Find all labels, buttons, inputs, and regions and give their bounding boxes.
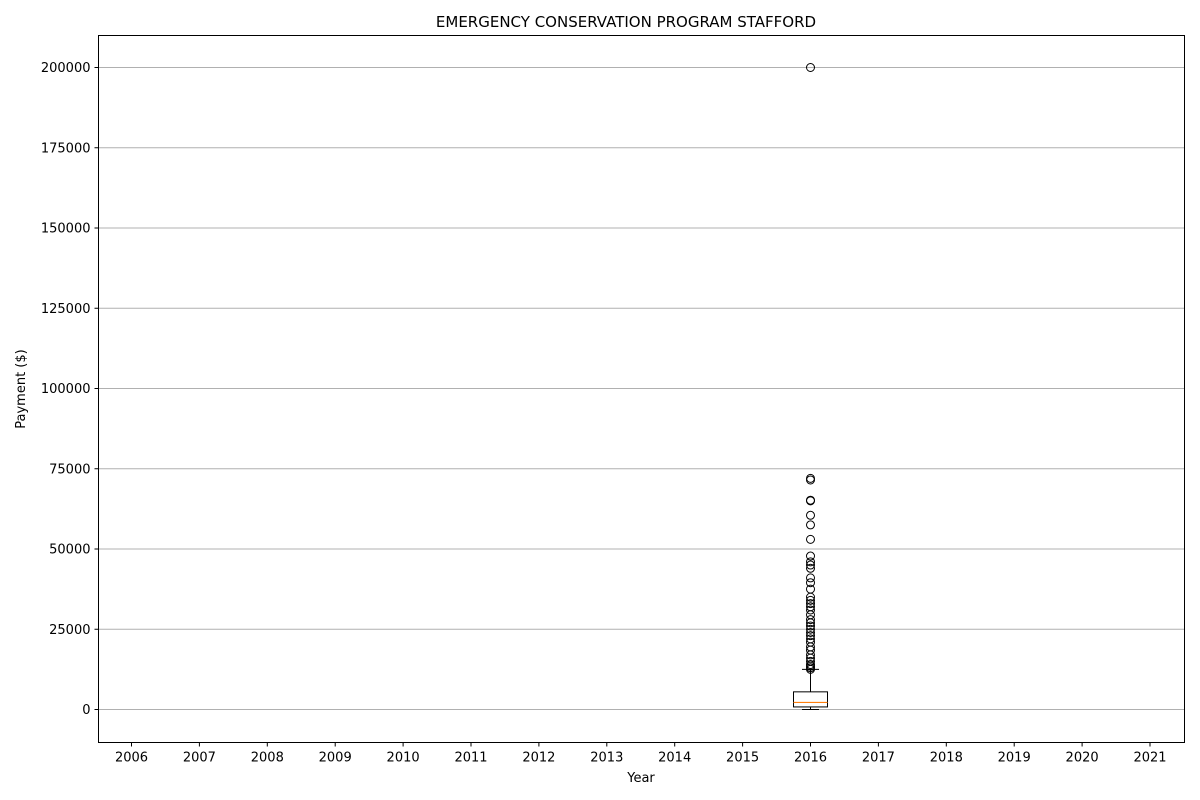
outlier-point xyxy=(806,534,815,544)
y-tick-label: 25000 xyxy=(49,623,90,638)
x-tick-label: 2008 xyxy=(251,751,284,766)
outlier-point xyxy=(806,551,815,561)
y-tick-label: 0 xyxy=(82,703,90,718)
x-tick-label: 2013 xyxy=(590,751,623,766)
outlier-point xyxy=(806,496,815,506)
chart-title: EMERGENCY CONSERVATION PROGRAM STAFFORD xyxy=(436,13,816,31)
x-tick-label: 2010 xyxy=(387,751,420,766)
x-tick-label: 2018 xyxy=(930,751,963,766)
outlier-point xyxy=(806,573,815,583)
plot-frame xyxy=(98,35,1185,743)
outlier-point xyxy=(806,605,815,615)
x-axis-label: Year xyxy=(626,771,655,786)
outlier-point xyxy=(806,520,815,530)
outlier-point xyxy=(806,627,815,637)
outlier-point xyxy=(806,621,815,631)
x-tick-label: 2020 xyxy=(1066,751,1099,766)
y-tick-label: 175000 xyxy=(41,141,91,156)
outlier-point xyxy=(806,599,815,609)
y-tick-label: 75000 xyxy=(49,462,90,477)
y-tick-label: 200000 xyxy=(41,61,91,76)
outlier-point xyxy=(806,631,815,641)
box-layer xyxy=(793,63,828,710)
outlier-point xyxy=(806,615,815,625)
outlier-point xyxy=(806,578,815,588)
outlier-point xyxy=(806,618,815,628)
x-tick-label: 2006 xyxy=(115,751,148,766)
x-tick-label: 2012 xyxy=(522,751,555,766)
outlier-point xyxy=(806,664,815,674)
y-tick-label: 125000 xyxy=(41,302,91,317)
outlier-point xyxy=(806,475,815,485)
outlier-point xyxy=(806,557,815,567)
y-tick-label: 100000 xyxy=(41,382,91,397)
y-axis-label: Payment ($) xyxy=(14,349,29,428)
x-tick-label: 2007 xyxy=(183,751,216,766)
outlier-point xyxy=(806,510,815,520)
iqr-box xyxy=(793,691,828,708)
x-ticks: 2006 2007 2008 2009 2010 2011 2012 2013 2014 2015… xyxy=(115,742,1167,766)
outlier-point xyxy=(806,592,815,602)
x-tick-label: 2011 xyxy=(454,751,487,766)
outlier-point xyxy=(806,595,815,605)
y-ticks: 0 25000 50000 75000 100000 125000 150000 175000… xyxy=(41,61,99,718)
outlier-point xyxy=(806,610,815,620)
x-tick-label: 2019 xyxy=(998,751,1031,766)
x-tick-label: 2014 xyxy=(658,751,691,766)
y-tick-label: 50000 xyxy=(49,543,90,558)
outlier-point xyxy=(806,63,815,72)
x-tick-label: 2016 xyxy=(794,751,827,766)
x-tick-label: 2015 xyxy=(726,751,759,766)
y-tick-label: 150000 xyxy=(41,222,91,237)
x-tick-label: 2017 xyxy=(862,751,895,766)
x-tick-label: 2021 xyxy=(1133,751,1166,766)
outlier-point xyxy=(806,563,815,573)
x-tick-label: 2009 xyxy=(319,751,352,766)
outlier-point xyxy=(806,560,815,570)
grid-layer xyxy=(98,67,1185,710)
outlier-point xyxy=(806,650,815,660)
outlier-point xyxy=(806,624,815,634)
